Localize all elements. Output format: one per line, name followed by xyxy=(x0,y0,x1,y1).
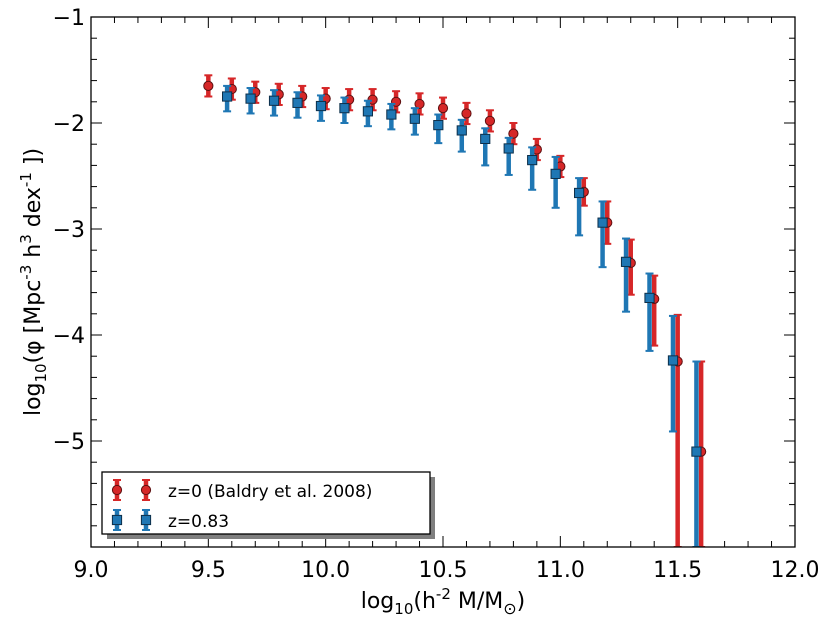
data-series xyxy=(203,74,707,547)
y-axis-label-sup1: -3 xyxy=(17,265,35,280)
legend-marker-0 xyxy=(111,479,152,501)
data-point xyxy=(203,80,214,92)
y-axis-label-sup2: 3 xyxy=(17,234,35,244)
data-point xyxy=(550,168,561,179)
y-axis-label-close: ]) xyxy=(21,148,46,172)
y-axis-label-mid3: dex xyxy=(21,187,46,234)
y-tick-label: −2 xyxy=(53,112,85,137)
y-axis-label-log: log xyxy=(21,383,46,417)
legend-marker-1 xyxy=(111,509,152,531)
data-point xyxy=(409,113,420,124)
data-point xyxy=(597,217,608,228)
x-axis-label-sup: -2 xyxy=(436,585,451,603)
data-point xyxy=(222,91,233,102)
x-axis-label-sun: ⊙ xyxy=(503,599,516,618)
legend-box xyxy=(101,471,431,535)
y-axis-label: log10(φ [Mpc-3 h3 dex-1 ]) xyxy=(17,148,50,416)
data-point xyxy=(362,106,374,117)
data-point xyxy=(414,98,425,110)
x-tick-label: 11.5 xyxy=(653,558,702,583)
x-tick-label: 12.0 xyxy=(771,558,820,583)
data-point xyxy=(527,155,538,166)
series-1 xyxy=(222,84,702,547)
legend: z=0 (Baldry et al. 2008) z=0.83 xyxy=(101,471,435,539)
x-axis-label-close: ) xyxy=(517,589,526,614)
x-axis-label-log: log xyxy=(361,589,395,614)
data-point xyxy=(644,292,655,303)
y-tick-label: −4 xyxy=(53,324,85,349)
data-point xyxy=(315,100,327,112)
data-point xyxy=(456,125,467,136)
x-tick-label: 11.0 xyxy=(536,558,585,583)
plot-frame xyxy=(90,16,796,548)
y-tick-label: −1 xyxy=(53,6,85,31)
data-point xyxy=(620,256,632,267)
data-point xyxy=(268,95,280,106)
y-tick-label: −3 xyxy=(53,218,85,243)
x-tick-label: 10.5 xyxy=(419,558,468,583)
legend-point xyxy=(111,514,123,526)
legend-point xyxy=(140,484,152,496)
x-tick-label: 9.5 xyxy=(191,558,226,583)
tick-labels: 9.0 9.5 10.0 10.5 11.0 11.5 12.0 −1 −2 −3 −4 −5 xyxy=(53,6,820,583)
data-point xyxy=(245,93,256,104)
y-tick-label: −5 xyxy=(53,430,85,455)
data-point xyxy=(667,355,679,366)
y-axis-label-mid2: h xyxy=(21,244,46,265)
x-axis-label-post: M/M xyxy=(451,589,503,614)
y-axis-label-sup3: -1 xyxy=(17,172,35,187)
data-point xyxy=(339,103,350,114)
data-point xyxy=(437,103,449,114)
y-axis-label-sub: 10 xyxy=(32,363,50,382)
legend-label-z0: z=0 (Baldry et al. 2008) xyxy=(168,482,372,502)
data-point xyxy=(574,187,585,199)
data-point xyxy=(292,97,303,108)
x-axis-label-mid: (h xyxy=(413,589,436,614)
y-axis-label-mid: (φ [Mpc xyxy=(21,280,46,364)
data-point xyxy=(484,115,496,126)
data-point xyxy=(367,94,378,105)
x-axis-label-sub: 10 xyxy=(394,600,413,618)
x-tick-label: 9.0 xyxy=(74,558,109,583)
legend-label-z083: z=0.83 xyxy=(168,512,229,532)
x-tick-label: 10.0 xyxy=(301,558,350,583)
x-axis-label: log10(h-2 M/M⊙) xyxy=(361,585,526,618)
data-point xyxy=(386,109,397,120)
data-point xyxy=(480,133,491,145)
data-point xyxy=(508,128,519,139)
data-point xyxy=(503,143,514,154)
legend-point xyxy=(140,514,152,526)
data-point xyxy=(461,108,472,119)
data-point xyxy=(433,120,444,131)
legend-point xyxy=(111,484,123,496)
data-point xyxy=(691,446,702,457)
